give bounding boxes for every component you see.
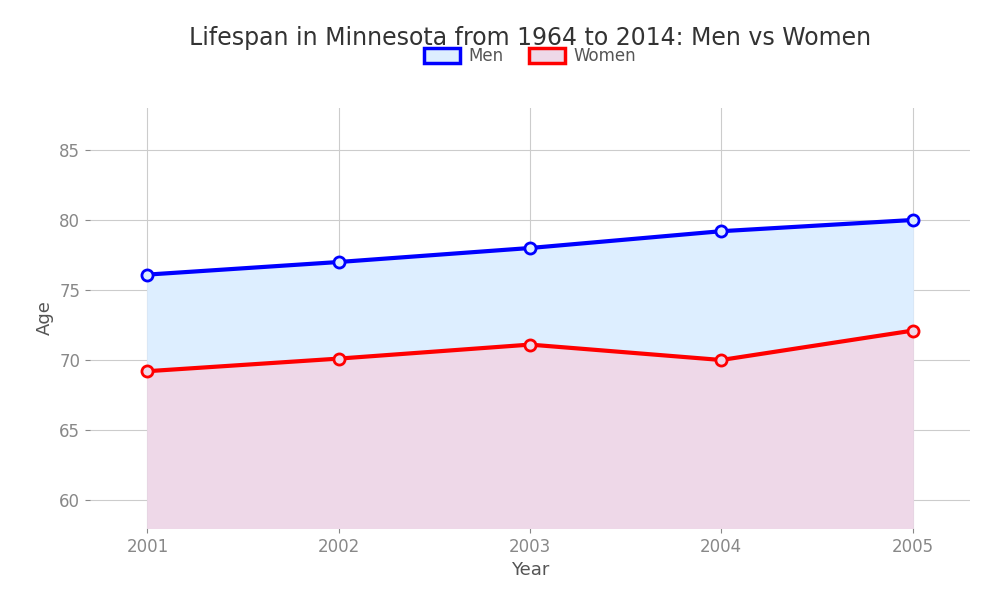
Legend: Men, Women: Men, Women	[417, 41, 643, 72]
Title: Lifespan in Minnesota from 1964 to 2014: Men vs Women: Lifespan in Minnesota from 1964 to 2014:…	[189, 26, 871, 50]
Y-axis label: Age: Age	[36, 301, 54, 335]
X-axis label: Year: Year	[511, 561, 549, 579]
